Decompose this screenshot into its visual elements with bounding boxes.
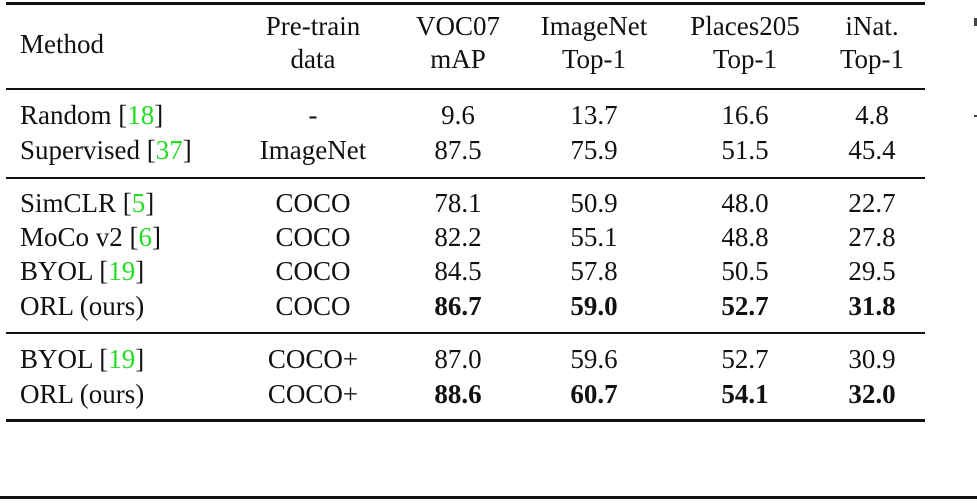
header-places205-line1: Places205 bbox=[690, 11, 800, 41]
pretrain-cell: COCO bbox=[275, 222, 351, 252]
method-name: MoCo v2 bbox=[20, 222, 123, 252]
method-name: ORL (ours) bbox=[20, 291, 145, 321]
imagenet-cell: 60.7 bbox=[570, 379, 618, 409]
voc07-cell: 86.7 bbox=[434, 291, 482, 321]
bottom-rule bbox=[6, 419, 925, 422]
pretrain-cell: - bbox=[308, 100, 318, 130]
citation-bracket-open: [ bbox=[92, 256, 109, 286]
header-rule bbox=[6, 88, 925, 90]
citation-link[interactable]: 18 bbox=[127, 100, 155, 130]
header-pretrain-line2: data bbox=[290, 44, 336, 74]
citation-bracket-open: [ bbox=[122, 222, 139, 252]
inat-cell: 31.8 bbox=[848, 291, 896, 321]
header-places205-line2: Top-1 bbox=[712, 44, 778, 74]
method-cell: BYOL [19] bbox=[20, 342, 144, 376]
method-cell: Supervised [37] bbox=[20, 133, 192, 167]
citation-bracket-close: ] bbox=[182, 135, 192, 165]
header-voc07-line1: VOC07 bbox=[415, 11, 501, 41]
method-name: Supervised bbox=[20, 135, 140, 165]
voc07-cell: 9.6 bbox=[441, 100, 475, 130]
places205-cell: 50.5 bbox=[721, 256, 769, 286]
citation-bracket-close: ] bbox=[135, 256, 145, 286]
voc07-cell: 78.1 bbox=[434, 188, 482, 218]
voc07-cell: 82.2 bbox=[434, 222, 482, 252]
method-name: ORL (ours) bbox=[20, 379, 145, 409]
pretrain-cell: COCO+ bbox=[267, 344, 359, 374]
page-rule bbox=[0, 496, 977, 499]
citation-link[interactable]: 5 bbox=[131, 188, 146, 218]
method-name: BYOL bbox=[20, 256, 93, 286]
voc07-cell: 84.5 bbox=[434, 256, 482, 286]
inat-cell: 32.0 bbox=[848, 379, 896, 409]
imagenet-cell: 75.9 bbox=[570, 135, 618, 165]
method-cell: ORL (ours) bbox=[20, 289, 144, 323]
inat-cell: 30.9 bbox=[848, 344, 896, 374]
citation-link[interactable]: 19 bbox=[108, 344, 136, 374]
inat-cell: 45.4 bbox=[848, 135, 896, 165]
places205-cell: 52.7 bbox=[721, 291, 769, 321]
edge-fragment bbox=[974, 115, 977, 117]
pretrain-cell: COCO+ bbox=[267, 379, 359, 409]
places205-cell: 52.7 bbox=[721, 344, 769, 374]
imagenet-cell: 57.8 bbox=[570, 256, 618, 286]
header-pretrain-line1: Pre-train bbox=[265, 11, 361, 41]
voc07-cell: 87.0 bbox=[434, 344, 482, 374]
places205-cell: 16.6 bbox=[721, 100, 769, 130]
citation-bracket-close: ] bbox=[145, 188, 155, 218]
citation-bracket-open: [ bbox=[116, 188, 132, 218]
citation-bracket-close: ] bbox=[135, 344, 145, 374]
method-name: Random bbox=[20, 100, 112, 130]
imagenet-cell: 59.0 bbox=[570, 291, 618, 321]
citation-bracket-close: ] bbox=[152, 222, 162, 252]
header-voc07: VOC07 mAP bbox=[416, 10, 500, 76]
inat-cell: 27.8 bbox=[848, 222, 896, 252]
voc07-cell: 88.6 bbox=[434, 379, 482, 409]
header-voc07-line2: mAP bbox=[430, 44, 486, 74]
header-pretrain: Pre-train data bbox=[266, 10, 360, 76]
voc07-cell: 87.5 bbox=[434, 135, 482, 165]
edge-fragment bbox=[974, 18, 977, 26]
method-cell: SimCLR [5] bbox=[20, 186, 154, 220]
places205-cell: 54.1 bbox=[721, 379, 769, 409]
inat-cell: 29.5 bbox=[848, 256, 896, 286]
header-inat-line1: iNat. bbox=[845, 11, 899, 41]
imagenet-cell: 50.9 bbox=[570, 188, 618, 218]
method-name: BYOL bbox=[20, 344, 93, 374]
citation-link[interactable]: 6 bbox=[138, 222, 153, 252]
citation-bracket-open: [ bbox=[111, 100, 128, 130]
header-places205: Places205 Top-1 bbox=[690, 10, 799, 76]
citation-bracket-close: ] bbox=[154, 100, 164, 130]
places205-cell: 48.8 bbox=[721, 222, 769, 252]
pretrain-cell: COCO bbox=[275, 188, 351, 218]
header-method: Method bbox=[20, 29, 104, 59]
pretrain-cell: ImageNet bbox=[259, 135, 367, 165]
citation-bracket-open: [ bbox=[92, 344, 109, 374]
header-inat: iNat. Top-1 bbox=[840, 10, 904, 76]
imagenet-cell: 55.1 bbox=[570, 222, 618, 252]
imagenet-cell: 59.6 bbox=[570, 344, 618, 374]
inat-cell: 4.8 bbox=[855, 100, 889, 130]
pretrain-cell: COCO bbox=[275, 291, 351, 321]
method-cell: ORL (ours) bbox=[20, 377, 144, 411]
top-rule bbox=[6, 2, 925, 5]
group-separator-2 bbox=[6, 332, 925, 334]
places205-cell: 48.0 bbox=[721, 188, 769, 218]
header-imagenet-line1: ImageNet bbox=[540, 11, 648, 41]
inat-cell: 22.7 bbox=[848, 188, 896, 218]
method-cell: MoCo v2 [6] bbox=[20, 220, 161, 254]
pretrain-cell: COCO bbox=[275, 256, 351, 286]
citation-link[interactable]: 19 bbox=[108, 256, 136, 286]
header-imagenet: ImageNet Top-1 bbox=[541, 10, 647, 76]
method-name: SimCLR bbox=[20, 188, 117, 218]
group-separator-1 bbox=[6, 177, 925, 179]
header-imagenet-line2: Top-1 bbox=[561, 44, 627, 74]
places205-cell: 51.5 bbox=[721, 135, 769, 165]
citation-link[interactable]: 37 bbox=[155, 135, 183, 165]
method-cell: BYOL [19] bbox=[20, 254, 144, 288]
imagenet-cell: 13.7 bbox=[570, 100, 618, 130]
citation-bracket-open: [ bbox=[139, 135, 156, 165]
header-inat-line2: Top-1 bbox=[839, 44, 905, 74]
method-cell: Random [18] bbox=[20, 98, 163, 132]
